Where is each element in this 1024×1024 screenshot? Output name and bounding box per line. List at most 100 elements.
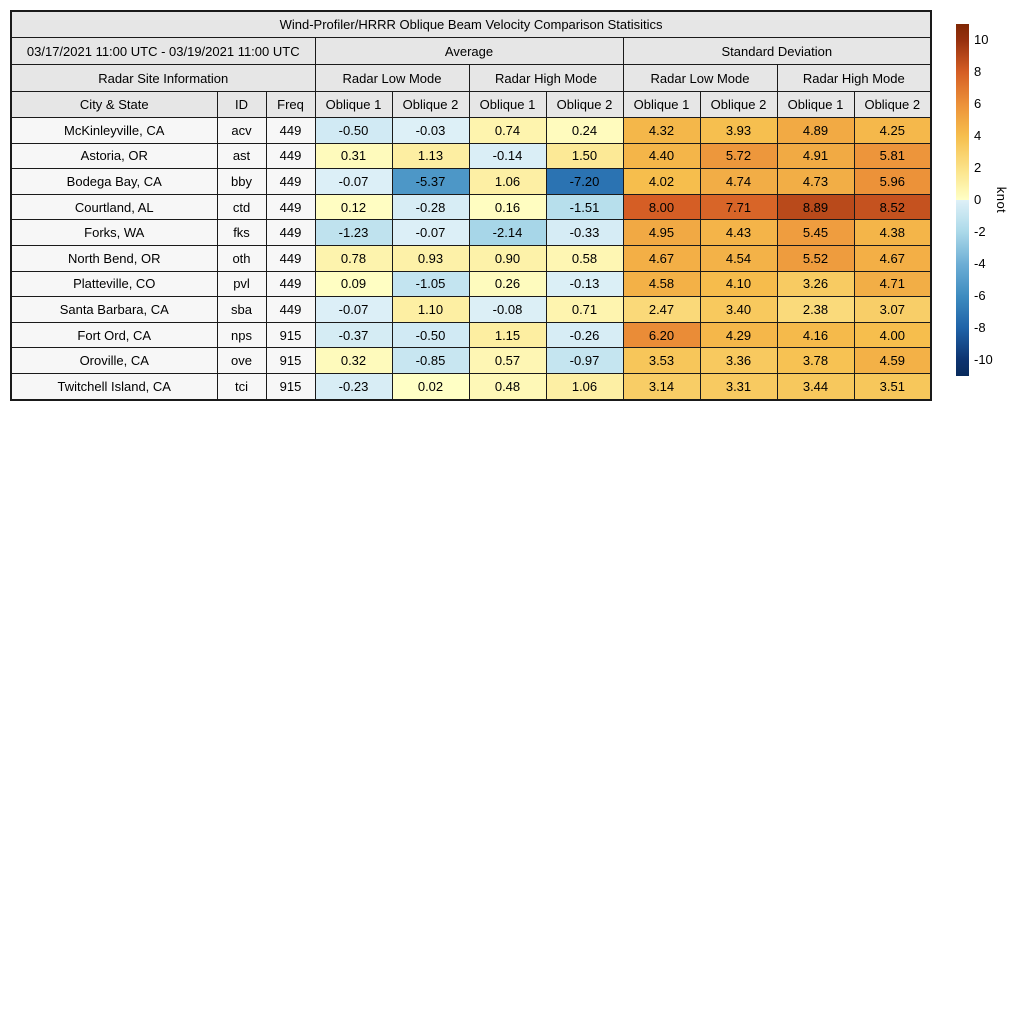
colorbar-tick-label: 2 xyxy=(974,160,982,175)
value-cell: 4.43 xyxy=(699,219,778,246)
value-cell: 4.40 xyxy=(622,142,701,170)
value-cell: -5.37 xyxy=(391,168,470,195)
table-row: Fort Ord, CA nps 915 -0.37 -0.50 1.15 -0.26 6.2… xyxy=(10,321,932,349)
value-cell: 4.74 xyxy=(699,168,778,195)
header-std-high-mode: Radar High Mode xyxy=(776,64,932,92)
value-cell: 0.12 xyxy=(314,193,393,221)
site-id-cell: ove xyxy=(216,347,267,374)
table-row: Santa Barbara, CA sba 449 -0.07 1.10 -0.08 0.7… xyxy=(10,296,932,323)
value-cell: 1.13 xyxy=(391,142,470,170)
value-cell: 3.31 xyxy=(699,372,778,401)
city-cell: Oroville, CA xyxy=(10,347,218,374)
value-cell: 4.25 xyxy=(853,117,932,144)
value-cell: -1.05 xyxy=(391,270,470,298)
city-cell: McKinleyville, CA xyxy=(10,117,218,144)
date-range: 03/17/2021 11:00 UTC - 03/19/2021 11:00 … xyxy=(10,37,316,65)
header-std-high-oblique2: Oblique 2 xyxy=(853,91,932,118)
value-cell: -0.33 xyxy=(545,219,624,246)
value-cell: 3.44 xyxy=(776,372,855,401)
value-cell: 4.91 xyxy=(776,142,855,170)
header-id: ID xyxy=(216,91,267,118)
table-row: Platteville, CO pvl 449 0.09 -1.05 0.26 -0.13 4… xyxy=(10,270,932,298)
value-cell: 1.06 xyxy=(468,168,547,195)
colorbar-tick-label: 10 xyxy=(974,32,989,47)
table-row: Twitchell Island, CA tci 915 -0.23 0.02 0.48 1… xyxy=(10,372,932,401)
freq-cell: 449 xyxy=(265,244,316,272)
value-cell: 4.00 xyxy=(853,321,932,349)
value-cell: 0.09 xyxy=(314,270,393,298)
site-id-cell: fks xyxy=(216,219,267,246)
value-cell: 3.14 xyxy=(622,372,701,401)
table-row: Forks, WA fks 449 -1.23 -0.07 -2.14 -0.33 4.95 4… xyxy=(10,219,932,246)
value-cell: -0.08 xyxy=(468,296,547,323)
colorbar-tick-label: -6 xyxy=(974,288,986,303)
header-freq: Freq xyxy=(265,91,316,118)
value-cell: 0.32 xyxy=(314,347,393,374)
value-cell: 1.10 xyxy=(391,296,470,323)
stats-table-body: McKinleyville, CA acv 449 -0.50 -0.03 0.74 0.2… xyxy=(10,117,932,401)
value-cell: 8.00 xyxy=(622,193,701,221)
value-cell: 3.51 xyxy=(853,372,932,401)
stats-table-header: Wind-Profiler/HRRR Oblique Beam Velocity… xyxy=(10,10,932,118)
value-cell: -1.51 xyxy=(545,193,624,221)
value-cell: 0.02 xyxy=(391,372,470,401)
colorbar-tick-label: 4 xyxy=(974,128,982,143)
colorbar-gradient xyxy=(956,24,969,376)
value-cell: 0.24 xyxy=(545,117,624,144)
value-cell: -0.07 xyxy=(314,296,393,323)
value-cell: 7.71 xyxy=(699,193,778,221)
value-cell: 1.06 xyxy=(545,372,624,401)
header-avg-high-oblique1: Oblique 1 xyxy=(468,91,547,118)
freq-cell: 449 xyxy=(265,219,316,246)
city-cell: Fort Ord, CA xyxy=(10,321,218,349)
value-cell: 4.10 xyxy=(699,270,778,298)
site-id-cell: ast xyxy=(216,142,267,170)
value-cell: 5.96 xyxy=(853,168,932,195)
value-cell: 3.26 xyxy=(776,270,855,298)
value-cell: 3.36 xyxy=(699,347,778,374)
value-cell: 5.52 xyxy=(776,244,855,272)
value-cell: -0.03 xyxy=(391,117,470,144)
value-cell: -0.50 xyxy=(314,117,393,144)
freq-cell: 449 xyxy=(265,142,316,170)
column-row: City & State ID Freq Oblique 1 Oblique 2… xyxy=(10,91,932,118)
colorbar-tick-label: 0 xyxy=(974,192,982,207)
header-std-low-oblique2: Oblique 2 xyxy=(699,91,778,118)
value-cell: 4.58 xyxy=(622,270,701,298)
value-cell: 3.78 xyxy=(776,347,855,374)
colorbar-tick-label: -4 xyxy=(974,256,986,271)
value-cell: 2.47 xyxy=(622,296,701,323)
value-cell: 4.67 xyxy=(853,244,932,272)
table-row: Oroville, CA ove 915 0.32 -0.85 0.57 -0.97 3.53… xyxy=(10,347,932,374)
section-row: 03/17/2021 11:00 UTC - 03/19/2021 11:00 … xyxy=(10,37,932,65)
value-cell: 4.71 xyxy=(853,270,932,298)
freq-cell: 449 xyxy=(265,168,316,195)
value-cell: -0.85 xyxy=(391,347,470,374)
city-cell: Forks, WA xyxy=(10,219,218,246)
table-row: Courtland, AL ctd 449 0.12 -0.28 0.16 -1.51 8.0… xyxy=(10,193,932,221)
value-cell: 3.53 xyxy=(622,347,701,374)
value-cell: -0.07 xyxy=(391,219,470,246)
site-id-cell: tci xyxy=(216,372,267,401)
value-cell: 0.57 xyxy=(468,347,547,374)
colorbar-tick-label: -2 xyxy=(974,224,986,239)
value-cell: 0.90 xyxy=(468,244,547,272)
title-row: Wind-Profiler/HRRR Oblique Beam Velocity… xyxy=(10,10,932,38)
value-cell: 3.40 xyxy=(699,296,778,323)
header-avg-high-mode: Radar High Mode xyxy=(468,64,624,92)
header-avg-low-oblique1: Oblique 1 xyxy=(314,91,393,118)
value-cell: -0.26 xyxy=(545,321,624,349)
site-id-cell: acv xyxy=(216,117,267,144)
freq-cell: 915 xyxy=(265,372,316,401)
header-std-low-oblique1: Oblique 1 xyxy=(622,91,701,118)
value-cell: 0.71 xyxy=(545,296,624,323)
value-cell: 4.89 xyxy=(776,117,855,144)
value-cell: 0.93 xyxy=(391,244,470,272)
value-cell: 5.81 xyxy=(853,142,932,170)
freq-cell: 449 xyxy=(265,193,316,221)
value-cell: 4.38 xyxy=(853,219,932,246)
value-cell: -0.97 xyxy=(545,347,624,374)
header-avg-high-oblique2: Oblique 2 xyxy=(545,91,624,118)
site-id-cell: ctd xyxy=(216,193,267,221)
